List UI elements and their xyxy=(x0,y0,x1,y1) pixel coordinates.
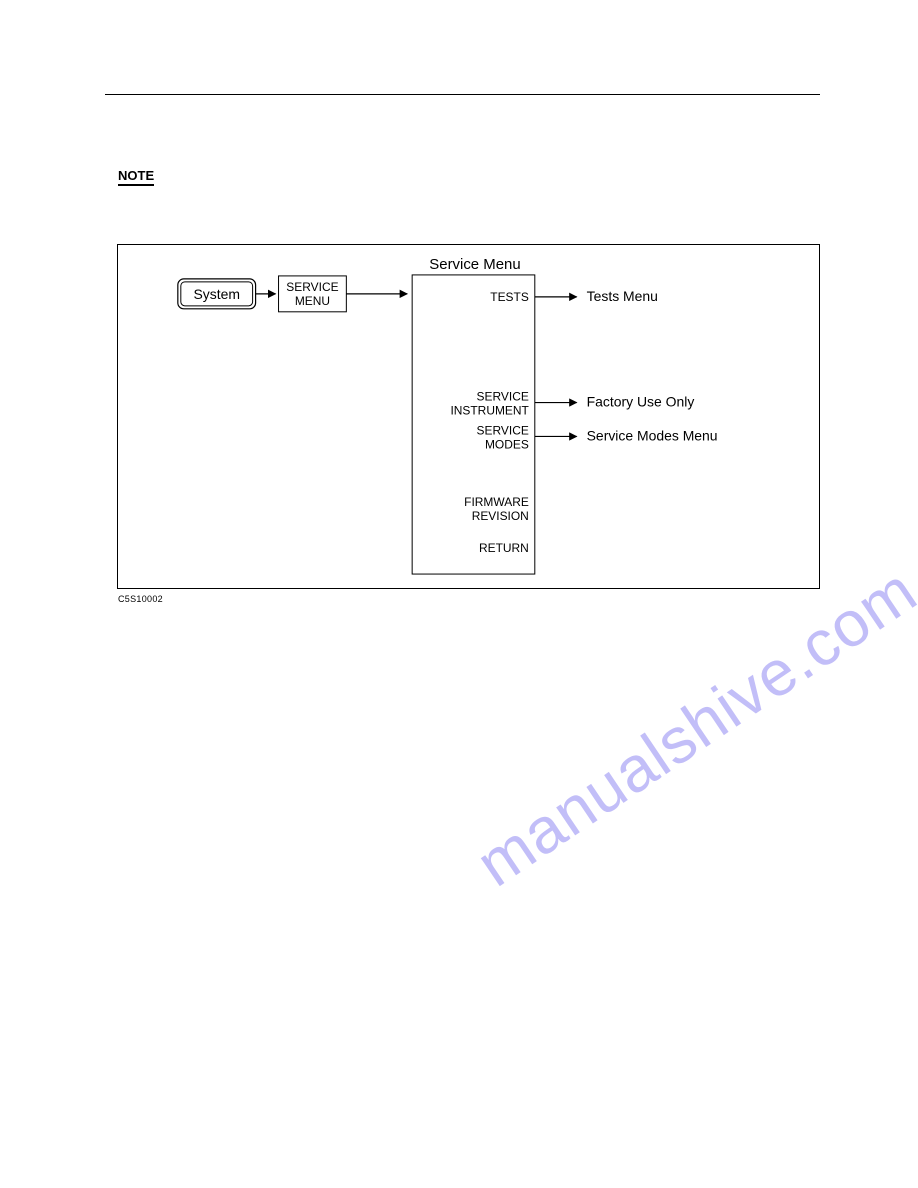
system-button[interactable]: System xyxy=(178,279,256,309)
page: Service Key Menus and Error Messages Ser… xyxy=(0,0,918,1188)
figure-title: Figure 10-2 Service Menu xyxy=(118,225,268,240)
menu-item-firmware-2[interactable]: REVISION xyxy=(472,509,529,523)
menu-item-service-instrument-1[interactable]: SERVICE xyxy=(477,390,529,404)
page-header: Service Key Menus and Error Messages Ser… xyxy=(587,46,820,82)
service-menu-diagram: Service Menu System SERVICE MENU TESTS xyxy=(118,245,819,589)
menu-item-firmware-1[interactable]: FIRMWARE xyxy=(464,495,529,509)
menu-item-service-modes-1[interactable]: SERVICE xyxy=(477,423,529,437)
note-label: NOTE xyxy=(118,168,154,186)
link-tests-menu: Tests Menu xyxy=(587,288,658,304)
link-service-modes-menu: Service Modes Menu xyxy=(587,427,718,443)
menu-title: Service Menu xyxy=(429,256,520,273)
menu-item-return[interactable]: RETURN xyxy=(479,541,529,555)
note-label-wrap: NOTE xyxy=(118,168,154,186)
service-menu-line2: MENU xyxy=(295,294,330,308)
menu-item-service-instrument-2[interactable]: INSTRUMENT xyxy=(450,404,529,418)
system-button-label: System xyxy=(193,286,239,302)
figure-box: Service Menu System SERVICE MENU TESTS xyxy=(117,244,820,589)
note-body: The service menu softkey is not visible … xyxy=(225,168,805,207)
link-factory-use-only: Factory Use Only xyxy=(587,394,695,410)
header-rule xyxy=(105,94,820,95)
footer-left: Chapter 10 xyxy=(105,1139,164,1153)
watermark: manualshive.com xyxy=(463,553,918,901)
header-line-1: Service Key Menus and Error Messages xyxy=(587,46,820,64)
menu-item-tests[interactable]: TESTS xyxy=(490,290,529,304)
menu-item-service-modes-2[interactable]: MODES xyxy=(485,437,529,451)
service-menu-line1: SERVICE xyxy=(286,280,338,294)
figure-caption: C5S10002 xyxy=(118,594,163,604)
header-line-2: Service Key Menus xyxy=(587,64,820,82)
service-menu-button[interactable]: SERVICE MENU xyxy=(279,276,347,312)
footer-right: 10-3 xyxy=(796,1139,820,1153)
